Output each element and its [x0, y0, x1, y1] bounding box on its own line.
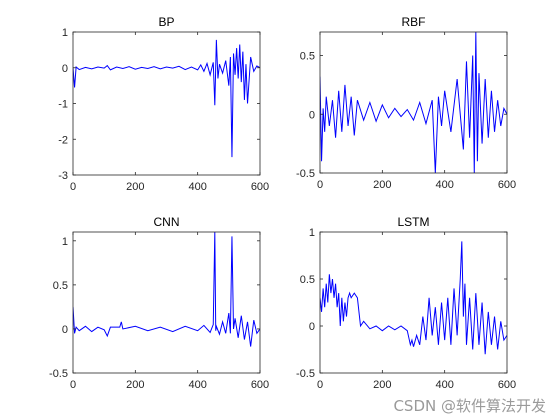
- series-line-cnn: [73, 232, 260, 347]
- watermark: CSDN @软件算法开发: [393, 397, 546, 415]
- y-tick-label: -0.5: [296, 368, 315, 380]
- series-line-bp: [73, 39, 260, 158]
- y-tick-label: 0: [62, 63, 68, 75]
- x-tick-label: 200: [126, 181, 144, 193]
- x-tick-label: 200: [373, 179, 391, 191]
- y-tick-label: 0.5: [300, 274, 315, 286]
- y-tick-label: -0.5: [49, 368, 68, 380]
- series-line-rbf: [320, 32, 507, 173]
- x-tick-label: 0: [70, 379, 76, 391]
- subplot-title: CNN: [154, 215, 180, 229]
- x-tick-label: 600: [251, 181, 269, 193]
- axes-box: [319, 231, 508, 374]
- y-tick-label: 1: [62, 236, 68, 248]
- x-tick-label: 600: [251, 379, 269, 391]
- x-tick-label: 0: [70, 181, 76, 193]
- series-line-lstm: [320, 241, 507, 355]
- y-tick-label: 1: [62, 27, 68, 39]
- x-tick-label: 400: [435, 179, 453, 191]
- subplot-bp: 0 200 400 600 -3 -2 -1 0 1 BP: [58, 15, 269, 193]
- subplot-title: BP: [158, 15, 174, 29]
- x-tick-label: 400: [188, 181, 206, 193]
- y-tick-label: 1: [309, 227, 315, 239]
- x-tick-label: 600: [498, 179, 516, 191]
- axes-box: [319, 31, 508, 174]
- x-tick-label: 0: [317, 379, 323, 391]
- x-tick-label: 400: [435, 379, 453, 391]
- y-tick-label: -0.5: [296, 168, 315, 180]
- x-tick-label: 400: [188, 379, 206, 391]
- x-tick-label: 200: [373, 379, 391, 391]
- y-tick-label: -3: [58, 170, 68, 182]
- subplot-title: RBF: [402, 15, 426, 29]
- x-tick-label: 200: [126, 379, 144, 391]
- y-tick-label: 0.5: [300, 51, 315, 63]
- y-tick-label: 0.5: [53, 280, 68, 292]
- subplot-title: LSTM: [397, 215, 429, 229]
- x-tick-label: 600: [498, 379, 516, 391]
- y-tick-label: -1: [58, 99, 68, 111]
- y-tick-label: 0: [62, 324, 68, 336]
- y-tick-label: -2: [58, 134, 68, 146]
- x-tick-label: 0: [317, 179, 323, 191]
- y-tick-label: 0: [309, 321, 315, 333]
- y-tick-label: 0: [309, 109, 315, 121]
- axes-box: [72, 231, 261, 374]
